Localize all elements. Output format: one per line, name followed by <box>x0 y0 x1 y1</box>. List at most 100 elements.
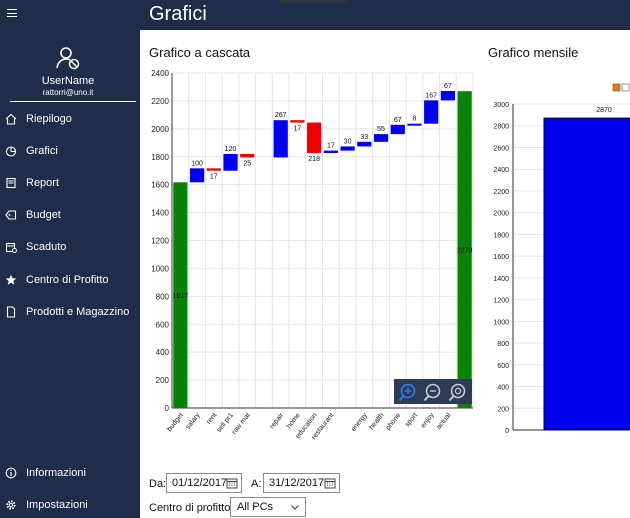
waterfall-bar <box>440 91 456 101</box>
data-label: 67 <box>394 117 402 124</box>
tag-icon <box>5 210 17 220</box>
sidebar-item-centro-di-profitto[interactable]: Centro di Profitto <box>0 269 140 291</box>
data-label: 2870 <box>596 107 612 114</box>
x-tick-label: energy <box>350 412 369 434</box>
y-tick-label: 2200 <box>493 189 509 196</box>
y-tick-label: 200 <box>497 406 509 413</box>
sidebar-item-informazioni[interactable]: Informazioni <box>0 462 140 484</box>
user-email: rattorri@uno.it <box>42 88 94 97</box>
data-label: 267 <box>275 112 287 119</box>
sidebar-item-impostazioni[interactable]: Impostazioni <box>0 494 140 516</box>
waterfall-bar <box>189 168 205 183</box>
info-icon <box>5 467 17 479</box>
from-date-picker[interactable]: 01/12/2017 <box>166 473 242 493</box>
sidebar-item-label: Impostazioni <box>26 499 88 511</box>
waterfall-bar <box>407 123 422 126</box>
data-label: 25 <box>243 160 251 167</box>
to-date-picker[interactable]: 31/12/2017 <box>263 473 340 493</box>
y-tick-label: 1800 <box>493 232 509 239</box>
sidebar-item-grafici[interactable]: Grafici <box>0 140 140 162</box>
sidebar-item-report[interactable]: Report <box>0 172 140 194</box>
waterfall-bar <box>457 91 472 408</box>
to-date-label: A: <box>251 478 262 490</box>
sidebar-item-scaduto[interactable]: Scaduto <box>0 236 140 258</box>
x-tick-label: actual <box>435 412 452 431</box>
data-label: 17 <box>210 174 218 181</box>
to-date-value: 31/12/2017 <box>269 477 325 489</box>
sidebar-item-label: Informazioni <box>26 467 86 479</box>
sidebar-item-label: Prodotti e Magazzino <box>26 306 130 318</box>
sidebar-item-label: Grafici <box>26 145 58 157</box>
y-tick-label: 2400 <box>151 69 169 78</box>
x-tick-label: budget <box>166 412 185 433</box>
y-tick-label: 1400 <box>493 276 509 283</box>
y-tick-label: 1200 <box>493 298 509 305</box>
waterfall-bar <box>373 134 389 142</box>
waterfall-chart[interactable]: 0 200 400 600 800 1000 1200 1400 1600 1800 2000 220… <box>140 60 475 455</box>
waterfall-bar <box>424 100 439 124</box>
data-label: 120 <box>225 146 237 153</box>
y-tick-label: 1000 <box>493 319 509 326</box>
data-label: 1617 <box>173 293 189 300</box>
zoom-in-icon[interactable] <box>397 381 419 403</box>
sidebar-item-riepilogo[interactable]: Riepilogo <box>0 108 140 130</box>
page-title: Grafici <box>149 3 207 25</box>
user-divider <box>10 101 136 102</box>
calendar-icon <box>226 478 238 489</box>
data-label: 55 <box>377 126 385 133</box>
y-tick-label: 600 <box>156 320 170 329</box>
sidebar-item-prodotti-e-magazzino[interactable]: Prodotti e Magazzino <box>0 301 140 323</box>
data-label: 100 <box>191 160 203 167</box>
waterfall-bar <box>223 153 238 171</box>
y-tick-label: 1000 <box>151 264 169 273</box>
legend-swatch <box>621 83 630 92</box>
calendar-alert-icon <box>5 242 17 253</box>
data-label: 33 <box>360 134 368 141</box>
y-tick-label: 2000 <box>151 125 169 134</box>
x-tick-label: sport <box>404 412 419 429</box>
gear-icon <box>6 500 16 510</box>
sidebar-item-label: Report <box>26 177 60 189</box>
data-label: 218 <box>308 156 320 163</box>
hamburger-menu-icon[interactable] <box>7 9 17 17</box>
sidebar-item-label: Riepilogo <box>26 113 72 125</box>
waterfall-bar <box>357 141 372 147</box>
profit-center-select[interactable]: All PCs <box>230 497 306 517</box>
y-tick-label: 600 <box>497 363 509 370</box>
monthly-chart[interactable]: 0 200 400 600 800 1000 1200 1400 1600 1800 2000 220… <box>470 80 630 440</box>
y-tick-label: 200 <box>156 376 170 385</box>
y-tick-label: 1600 <box>493 254 509 261</box>
x-tick-label: repair <box>269 411 286 430</box>
zoom-reset-icon[interactable] <box>447 381 469 403</box>
x-tick-label: phone <box>385 412 403 432</box>
monthly-bar <box>543 117 630 431</box>
data-label: 17 <box>327 143 335 150</box>
document-icon <box>6 306 16 318</box>
waterfall-bar <box>340 146 355 151</box>
sidebar-item-label: Centro di Profitto <box>26 274 109 286</box>
waterfall-bar <box>390 124 405 135</box>
x-tick-label: health <box>368 412 385 431</box>
y-tick-label: 800 <box>156 292 170 301</box>
from-date-label: Da: <box>149 478 167 490</box>
star-icon <box>5 274 17 285</box>
sidebar-item-label: Scaduto <box>26 241 67 253</box>
y-tick-label: 2400 <box>493 167 509 174</box>
sidebar-item-budget[interactable]: Budget <box>0 204 140 226</box>
y-tick-label: 400 <box>497 385 509 392</box>
y-tick-label: 800 <box>497 341 509 348</box>
y-tick-label: 3000 <box>493 102 509 109</box>
legend-swatch <box>612 83 621 92</box>
user-name: UserName <box>41 75 95 87</box>
waterfall-bar <box>273 120 288 158</box>
calendar-icon <box>324 478 336 489</box>
title-bar: Grafici <box>140 0 630 30</box>
waterfall-bar <box>323 150 338 153</box>
x-tick-label: home <box>286 412 302 430</box>
user-blocked-icon[interactable] <box>56 46 80 70</box>
zoom-out-icon[interactable] <box>422 381 444 403</box>
y-tick-label: 1600 <box>151 181 169 190</box>
waterfall-bar <box>173 182 188 408</box>
y-tick-label: 2800 <box>493 124 509 131</box>
x-tick-label: enjoy <box>420 412 436 430</box>
